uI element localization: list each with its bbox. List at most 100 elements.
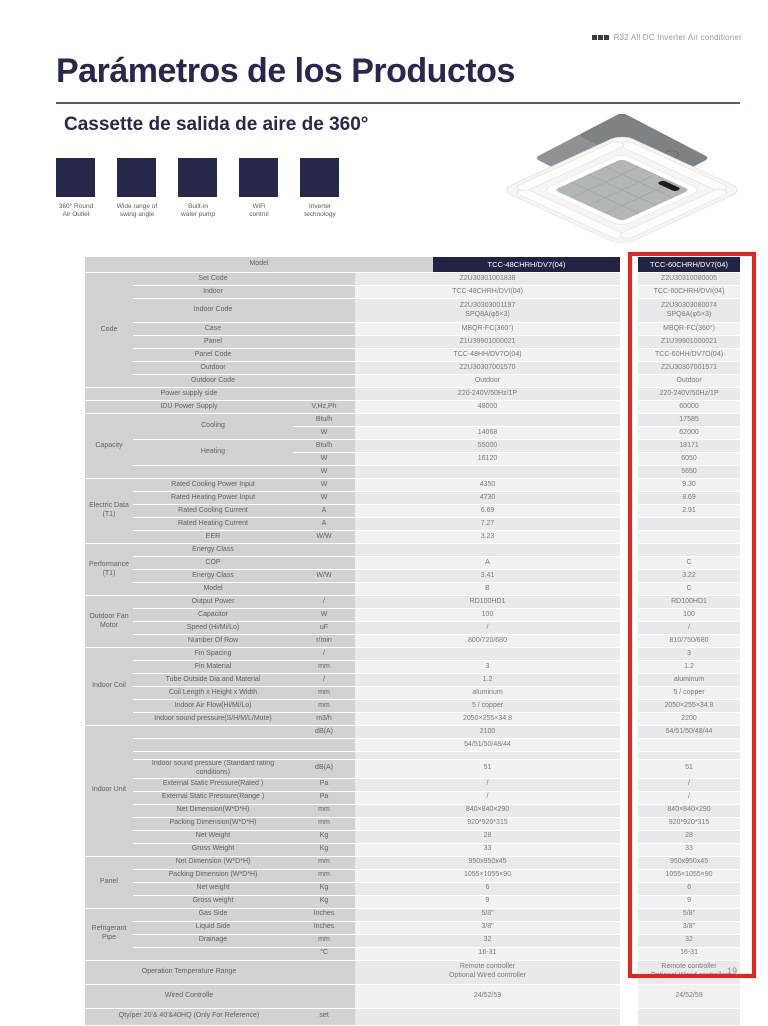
column-gap — [620, 544, 639, 556]
spec-row: 54/51/50/48/44 — [85, 739, 741, 751]
spec-unit: Inches — [293, 921, 355, 934]
spec-value-48: A — [355, 557, 621, 569]
spec-value-60: / — [638, 622, 741, 634]
column-gap — [620, 299, 639, 322]
spec-value-60 — [638, 544, 741, 556]
spec-unit — [293, 299, 355, 322]
spec-row: Rated Cooling Current A 6.69 2.91 — [85, 505, 741, 517]
spec-value-60 — [638, 752, 741, 759]
feature-badge: 360° Round Air Outlet — [56, 158, 95, 219]
spec-label: Packing Dimension(W*D*H) — [133, 817, 293, 830]
column-gap — [620, 700, 639, 712]
spec-unit — [293, 336, 355, 348]
spec-value-48: 3.23 — [355, 531, 621, 543]
spec-row: Net weight Kg 6 6 — [85, 882, 741, 895]
spec-unit — [293, 752, 355, 759]
spec-value-60: 2050×255×34.8 — [638, 700, 741, 712]
spec-row: Electric Data (T1) Rated Cooling Power In… — [85, 479, 741, 543]
column-gap — [620, 856, 639, 869]
spec-label: Tube Outside Dia.and Material — [133, 674, 293, 686]
feature-icon — [239, 158, 278, 197]
spec-unit: m3/h — [293, 713, 355, 725]
spec-value-60: 950x950x45 — [638, 856, 741, 869]
spec-label — [133, 947, 293, 960]
spec-value-48: 55000 — [355, 440, 621, 452]
column-gap — [620, 349, 639, 361]
spec-unit: Pa — [293, 791, 355, 804]
spec-value-60: 5650 — [638, 466, 741, 478]
spec-label — [133, 726, 293, 738]
spec-value-60: 17585 — [638, 414, 741, 426]
feature-caption: WiFi control — [249, 203, 269, 219]
group-label: Performance (T1) — [85, 544, 133, 595]
spec-unit — [293, 349, 355, 361]
spec-row: Packing Dimension (W*D*H) mm 1055×1055×90 1… — [85, 869, 741, 882]
column-gap — [620, 661, 639, 673]
spec-unit — [293, 388, 355, 400]
column-gap — [620, 596, 639, 608]
column-gap — [620, 531, 639, 543]
spec-unit: mm — [293, 687, 355, 699]
column-gap — [620, 557, 639, 569]
spec-value-48: 920*920*315 — [355, 817, 621, 830]
column-gap — [620, 817, 639, 830]
spec-value-48: 4350 — [355, 479, 621, 491]
spec-row: Refrigerant Pipe Gas Side Inches 5/8" 5/8" — [85, 908, 741, 960]
spec-label: Rated Heating Power Input — [133, 492, 293, 504]
spec-row: IDU Power Supply V,Hz,Ph 48000 60000 — [85, 401, 741, 413]
spec-value-48: 32 — [355, 934, 621, 947]
page-number: 19 — [727, 966, 738, 976]
model-header-label: Model — [85, 257, 434, 272]
spec-value-48: 5 / copper — [355, 700, 621, 712]
spec-unit: mm — [293, 700, 355, 712]
spec-value-48: 7.27 — [355, 518, 621, 530]
spec-value-48: 950x950x45 — [355, 856, 621, 869]
spec-value-48 — [355, 466, 621, 478]
spec-unit — [293, 323, 355, 335]
feature-badge: Built-in water pump — [178, 158, 217, 219]
spec-value-60: Z2U30303080074 SPQ8A(φ5×3) — [638, 299, 741, 322]
spec-row: Wired Controlle 24/52/59 24/52/59 — [85, 984, 741, 1008]
title-divider — [56, 102, 740, 104]
spec-value-48: 4730 — [355, 492, 621, 504]
spec-row: Rated Heating Power Input W 4730 8.69 — [85, 492, 741, 504]
column-gap — [620, 570, 639, 582]
column-gap — [620, 622, 639, 634]
spec-unit: W — [293, 492, 355, 504]
spec-label: Indoor Air Flow(Hi/Mi/Lo) — [133, 700, 293, 712]
spec-row: Capacitor W 100 100 — [85, 609, 741, 621]
spec-label: External Static Pressure(Range ) — [133, 791, 293, 804]
spec-value-60: MBQR-FC(360°) — [638, 323, 741, 335]
spec-value-60: 51 — [638, 760, 741, 778]
spec-unit: / — [293, 596, 355, 608]
column-gap — [620, 882, 639, 895]
spec-unit: Btu/h — [293, 414, 355, 426]
spec-value-48: 6 — [355, 882, 621, 895]
spec-value-48: Remote controller Optional Wired control… — [355, 960, 621, 984]
spec-label: Gross Weight — [133, 843, 293, 856]
spec-label: Fin Spacing — [133, 648, 293, 660]
spec-value-60 — [638, 518, 741, 530]
spec-row: Indoor Coil Fin Spacing/3 — [85, 648, 741, 725]
column-gap — [620, 401, 639, 413]
column-gap — [620, 440, 639, 452]
spec-value-48: RD100HD1 — [355, 596, 621, 608]
spec-value-48 — [355, 752, 621, 759]
column-gap — [620, 804, 639, 817]
spec-value-60: 8.69 — [638, 492, 741, 504]
feature-icon — [56, 158, 95, 197]
spec-value-48: Outdoor — [355, 375, 621, 387]
spec-value-60: C — [638, 557, 741, 569]
spec-row: Indoor Unit dB(A) 2100 54/51/50/48/44 — [85, 726, 741, 856]
spec-row: Drainage mm 32 32 — [85, 934, 741, 947]
spec-value-60: 16-31 — [638, 947, 741, 960]
spec-value-60: 9.30 — [638, 479, 741, 491]
spec-value-60: 28 — [638, 830, 741, 843]
column-gap — [620, 479, 639, 491]
model-60-header: TCC-60CHRH/DV7(04) — [638, 257, 741, 272]
spec-value-60: Outdoor — [638, 375, 741, 387]
spec-unit: W — [293, 453, 355, 465]
spec-label: Speed (Hi/Mi/Lo) — [133, 622, 293, 634]
spec-row: Performance (T1) Energy Class — [85, 544, 741, 595]
feature-badge: WiFi control — [239, 158, 278, 219]
